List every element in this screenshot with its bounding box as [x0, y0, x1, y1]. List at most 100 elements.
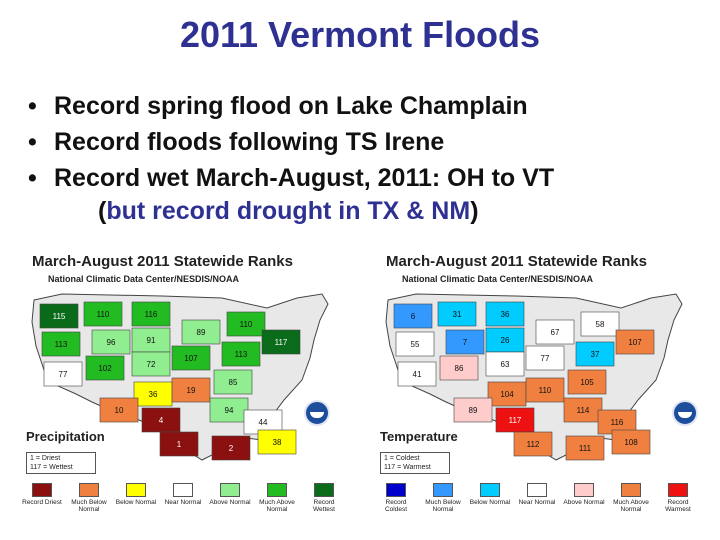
- legend-label: Much Below Normal: [425, 499, 461, 513]
- scale-min-text: 1 = Driest: [30, 455, 61, 462]
- state-region: [397, 361, 437, 387]
- legend-label: Record Wettest: [313, 499, 335, 513]
- state-region: [535, 319, 575, 345]
- state-region: [171, 377, 211, 403]
- state-rank-label: 105: [580, 378, 594, 387]
- legend-swatch: [32, 483, 52, 497]
- state-region: [211, 435, 251, 461]
- state-rank-label: 72: [147, 360, 156, 369]
- legend-swatch: [386, 483, 406, 497]
- map-title: March-August 2011 Statewide Ranks: [386, 253, 647, 270]
- legend-label: Above Normal: [563, 499, 605, 506]
- state-rank-label: 117: [275, 338, 288, 347]
- note-open-paren: (: [98, 197, 107, 225]
- map-subtitle: National Climatic Data Center/NESDIS/NOA…: [48, 274, 240, 284]
- legend-swatch: [79, 483, 99, 497]
- state-rank-label: 113: [235, 350, 248, 359]
- state-region: [85, 355, 125, 381]
- state-region: [226, 311, 266, 337]
- map-subtitle: National Climatic Data Center/NESDIS/NOA…: [402, 274, 594, 284]
- legend-label: Above Normal: [209, 499, 251, 506]
- bullet-item: • Record floods following TS Irene: [28, 124, 554, 160]
- state-region: [439, 355, 479, 381]
- legend-item: Below Normal: [468, 483, 512, 506]
- state-region: [565, 435, 605, 461]
- bullet-item: • Record wet March-August, 2011: OH to VT: [28, 160, 554, 196]
- state-rank-label: 19: [187, 386, 196, 395]
- state-region: [99, 397, 139, 423]
- state-region: [393, 303, 433, 329]
- state-rank-label: 91: [147, 336, 156, 345]
- bullet-item: • Record spring flood on Lake Champlain: [28, 88, 554, 124]
- bullet-list: • Record spring flood on Lake Champlain •…: [28, 88, 554, 196]
- legend-swatch: [668, 483, 688, 497]
- state-rank-label: 115: [53, 312, 66, 321]
- state-rank-label: 44: [259, 418, 268, 427]
- rank-scale-box: 1 = Coldest 117 = Warmest: [380, 452, 450, 474]
- state-rank-label: 116: [611, 418, 624, 427]
- bullet-text: Record spring flood on Lake Champlain: [54, 92, 528, 120]
- map-variable-label: Temperature: [378, 428, 460, 445]
- legend-swatch: [220, 483, 240, 497]
- state-region: [437, 301, 477, 327]
- state-rank-label: 89: [469, 406, 478, 415]
- state-rank-label: 38: [273, 438, 282, 447]
- map-legend: Record Driest Much Below Normal Below Norm…: [18, 483, 354, 529]
- state-rank-label: 77: [541, 354, 550, 363]
- legend-item: Below Normal: [114, 483, 158, 506]
- state-region: [43, 361, 83, 387]
- state-region: [159, 431, 199, 457]
- legend-swatch: [621, 483, 641, 497]
- bullet-dot: •: [28, 164, 37, 192]
- state-rank-label: 67: [551, 328, 560, 337]
- state-region: [513, 431, 553, 457]
- legend-item: Near Normal: [161, 483, 205, 506]
- legend-label: Below Normal: [469, 499, 511, 506]
- legend-label: Much Above Normal: [613, 499, 649, 513]
- noaa-logo-icon: [672, 400, 698, 426]
- state-region: [453, 397, 493, 423]
- state-rank-label: 6: [411, 312, 416, 321]
- state-region: [615, 329, 655, 355]
- state-rank-label: 63: [501, 360, 510, 369]
- legend-label: Record Coldest: [384, 499, 408, 513]
- legend-swatch: [527, 483, 547, 497]
- slide-title: 2011 Vermont Floods: [179, 14, 541, 55]
- legend-item: Much Above Normal: [609, 483, 653, 513]
- state-rank-label: 1: [177, 440, 182, 449]
- map-legend: Record Coldest Much Below Normal Below Nor…: [372, 483, 708, 529]
- state-rank-label: 55: [411, 340, 420, 349]
- state-rank-label: 85: [229, 378, 238, 387]
- state-region: [221, 341, 261, 367]
- state-region: [575, 341, 615, 367]
- state-rank-label: 36: [501, 310, 510, 319]
- legend-item: Much Above Normal: [255, 483, 299, 513]
- map-title: March-August 2011 Statewide Ranks: [32, 253, 293, 270]
- precipitation-map-panel: March-August 2011 Statewide Ranks Nation…: [18, 250, 358, 530]
- legend-item: Record Driest: [20, 483, 64, 506]
- legend-swatch: [480, 483, 500, 497]
- state-rank-label: 58: [596, 320, 605, 329]
- state-rank-label: 112: [527, 440, 540, 449]
- state-region: [580, 311, 620, 337]
- state-region: [485, 301, 525, 327]
- state-rank-label: 36: [149, 390, 158, 399]
- state-rank-label: 107: [628, 338, 642, 347]
- state-rank-label: 114: [577, 406, 590, 415]
- legend-label: Much Below Normal: [71, 499, 107, 513]
- state-region: [131, 351, 171, 377]
- legend-label: Below Normal: [115, 499, 157, 506]
- state-region: [525, 377, 565, 403]
- legend-swatch: [574, 483, 594, 497]
- state-region: [91, 329, 131, 355]
- state-rank-label: 4: [159, 416, 164, 425]
- state-region: [611, 429, 651, 455]
- state-region: [257, 429, 297, 455]
- note-close-paren: ): [470, 197, 479, 225]
- legend-item: Much Below Normal: [67, 483, 111, 513]
- drought-note: (but record drought in TX & NM): [98, 197, 479, 226]
- state-rank-label: 31: [453, 310, 462, 319]
- legend-label: Record Driest: [22, 499, 62, 506]
